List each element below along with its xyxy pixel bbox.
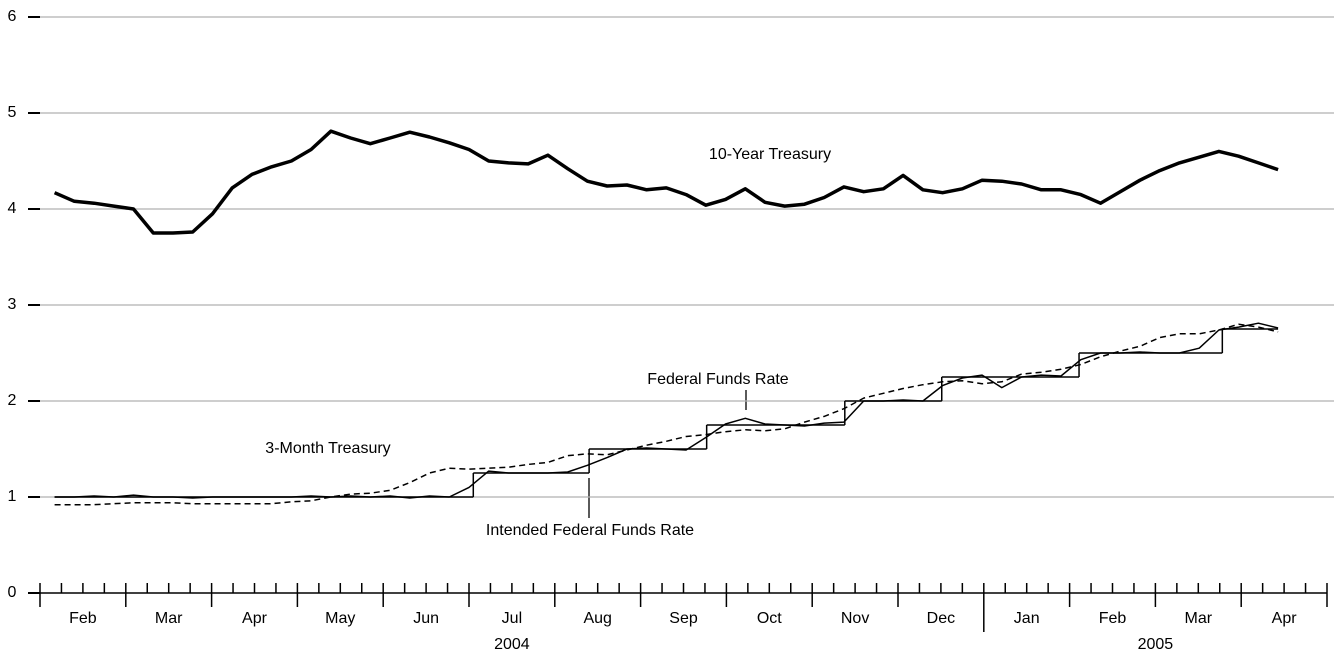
series-line xyxy=(54,322,1279,499)
series-line xyxy=(53,129,1279,235)
x-tick-label: Mar xyxy=(1185,610,1213,627)
annotation: Federal Funds Rate xyxy=(647,371,789,388)
annotation: 3-Month Treasury xyxy=(265,440,390,457)
x-tick-label: Dec xyxy=(927,610,955,627)
x-tick-label: Feb xyxy=(69,610,97,627)
year-label: 2005 xyxy=(1138,636,1174,653)
year-label: 2004 xyxy=(494,636,530,653)
y-tick-label: 5 xyxy=(8,104,17,121)
x-tick-label: Jun xyxy=(413,610,439,627)
x-tick-label: Apr xyxy=(242,610,268,627)
x-tick-label: Apr xyxy=(1272,610,1298,627)
x-tick-label: Jan xyxy=(1014,610,1040,627)
x-tick-label: Jul xyxy=(502,610,522,627)
y-tick-label: 6 xyxy=(8,8,17,25)
y-tick-label: 2 xyxy=(8,392,17,409)
y-tick-label: 1 xyxy=(8,488,17,505)
x-tick-label: Mar xyxy=(155,610,183,627)
y-tick-label: 3 xyxy=(8,296,17,313)
annotation: Intended Federal Funds Rate xyxy=(486,522,694,539)
x-tick-label: Oct xyxy=(757,610,782,627)
x-tick-label: Aug xyxy=(583,610,611,627)
y-tick-label: 4 xyxy=(8,200,17,217)
x-tick-label: Sep xyxy=(669,610,698,627)
x-tick-label: Feb xyxy=(1099,610,1127,627)
annotation: 10-Year Treasury xyxy=(709,146,831,163)
y-tick-label: 0 xyxy=(8,584,17,601)
series-line xyxy=(54,323,1279,506)
x-tick-label: Nov xyxy=(841,610,869,627)
x-tick-label: May xyxy=(325,610,355,627)
